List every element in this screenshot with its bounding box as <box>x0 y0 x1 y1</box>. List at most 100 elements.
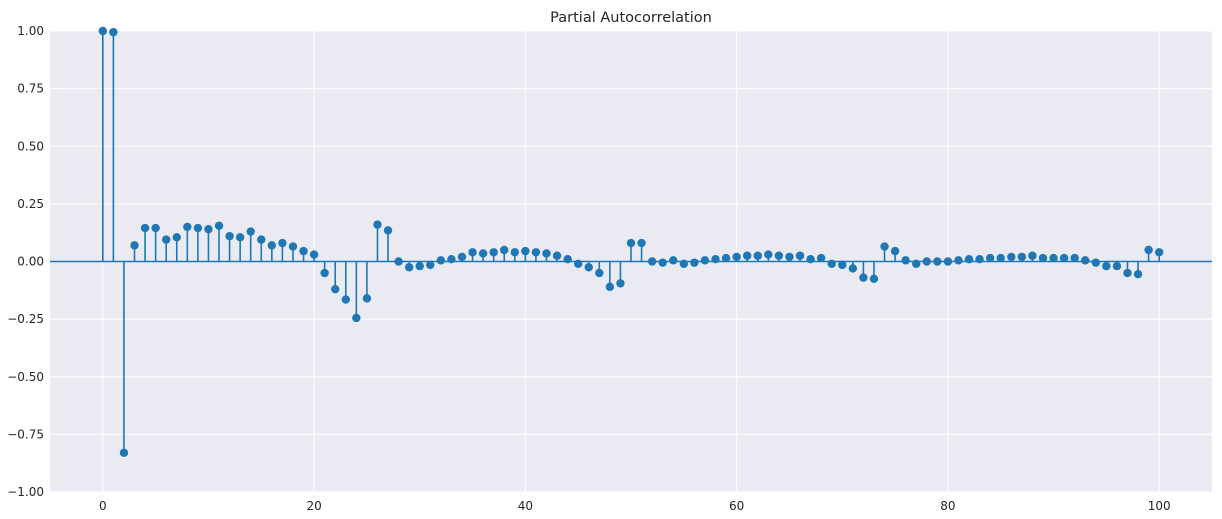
chart-title: Partial Autocorrelation <box>550 10 712 26</box>
y-tick-label: −0.75 <box>7 427 44 441</box>
stem-marker <box>1049 253 1058 263</box>
stem-marker <box>426 260 435 270</box>
stem-marker <box>1112 261 1122 271</box>
stem-marker <box>521 246 530 256</box>
stem-marker <box>573 259 583 269</box>
stem-marker <box>172 233 181 242</box>
stem-marker <box>584 263 593 272</box>
stem-marker <box>859 273 868 282</box>
stem-marker <box>679 259 689 269</box>
stem-marker <box>162 235 171 244</box>
y-tick-label: −0.50 <box>7 370 44 384</box>
stem-marker <box>912 259 921 269</box>
stem-marker <box>1017 252 1027 262</box>
y-tick-label: 0.00 <box>17 255 44 269</box>
stem-marker <box>151 223 160 233</box>
stem-marker <box>457 252 467 262</box>
stem-marker <box>1038 253 1048 263</box>
stem-marker <box>880 242 889 251</box>
stem-marker <box>647 257 657 266</box>
stem-marker <box>109 27 118 37</box>
stem-marker <box>700 256 710 265</box>
y-axis-ticks: 1.00 0.75 0.50 0.25 0.00 −0.25 −0.50 −0.75 −1.00 <box>7 24 44 499</box>
stem-marker <box>721 253 731 263</box>
stem-marker <box>637 238 646 248</box>
x-tick-label: 40 <box>518 499 533 513</box>
stem-marker <box>933 257 942 266</box>
stem-marker <box>373 220 382 229</box>
stem-marker <box>1070 253 1079 263</box>
stem-marker <box>1123 268 1132 278</box>
y-tick-label: −0.25 <box>7 312 44 326</box>
stem-marker <box>563 254 572 264</box>
stem-marker <box>1091 258 1101 267</box>
marker-layer <box>98 26 1164 458</box>
stem-marker <box>1133 269 1143 279</box>
stem-marker <box>743 251 752 260</box>
stem-marker <box>193 223 203 233</box>
stem-marker <box>352 313 361 323</box>
stem-marker <box>468 248 477 257</box>
stem-marker <box>890 246 900 256</box>
stem-marker <box>626 238 636 248</box>
x-tick-label: 80 <box>940 499 955 513</box>
stem-marker <box>964 254 974 264</box>
stem-marker <box>838 260 847 270</box>
stem-marker <box>1028 251 1037 260</box>
stem-marker <box>183 222 192 232</box>
stem-marker <box>764 250 773 259</box>
x-tick-label: 0 <box>99 499 107 513</box>
y-tick-label: 0.50 <box>17 139 44 153</box>
stem-marker <box>595 268 604 278</box>
stem-marker <box>478 249 488 258</box>
stem-marker <box>690 258 699 267</box>
stem-marker <box>489 248 498 257</box>
stem-marker <box>415 261 424 271</box>
stem-marker <box>288 242 298 251</box>
stem-marker <box>1059 253 1069 263</box>
stem-marker <box>331 284 340 294</box>
stem-marker <box>711 254 720 264</box>
stem-marker <box>510 248 519 257</box>
x-tick-label: 100 <box>1148 499 1171 513</box>
stem-marker <box>954 256 963 265</box>
stem-marker <box>257 235 266 244</box>
stem-marker <box>901 256 910 265</box>
x-tick-label: 20 <box>306 499 321 513</box>
stem-marker <box>447 254 456 264</box>
stem-marker <box>320 268 329 278</box>
stem-marker <box>394 257 403 266</box>
y-tick-label: 0.75 <box>17 82 44 96</box>
stem-marker <box>1102 261 1111 271</box>
stem-marker <box>500 245 509 255</box>
stem-marker <box>732 252 741 262</box>
stem-marker <box>616 279 625 288</box>
stem-marker <box>1007 252 1016 262</box>
stem-marker <box>605 282 615 292</box>
stem-marker <box>795 251 805 260</box>
stem-marker <box>531 248 541 257</box>
stem-marker <box>552 251 562 260</box>
stem-marker <box>119 448 129 458</box>
stem-marker <box>816 253 826 263</box>
stem-marker <box>299 246 308 256</box>
stem-marker <box>98 26 108 36</box>
stem-marker <box>246 227 255 236</box>
stem-marker <box>362 294 372 303</box>
y-tick-label: 0.25 <box>17 197 44 211</box>
stem-marker <box>341 295 350 304</box>
y-tick-label: 1.00 <box>17 24 44 38</box>
stem-marker <box>785 252 794 262</box>
stem-marker <box>943 257 953 266</box>
stem-marker <box>235 233 245 242</box>
stem-marker <box>436 256 446 265</box>
stem-marker <box>975 254 984 264</box>
stem-marker <box>383 226 393 235</box>
stem-marker <box>658 258 667 267</box>
stem-marker <box>130 241 139 250</box>
x-tick-label: 60 <box>729 499 744 513</box>
stem-marker <box>204 225 213 234</box>
stem-marker <box>848 264 858 273</box>
stem-marker <box>1144 245 1153 255</box>
